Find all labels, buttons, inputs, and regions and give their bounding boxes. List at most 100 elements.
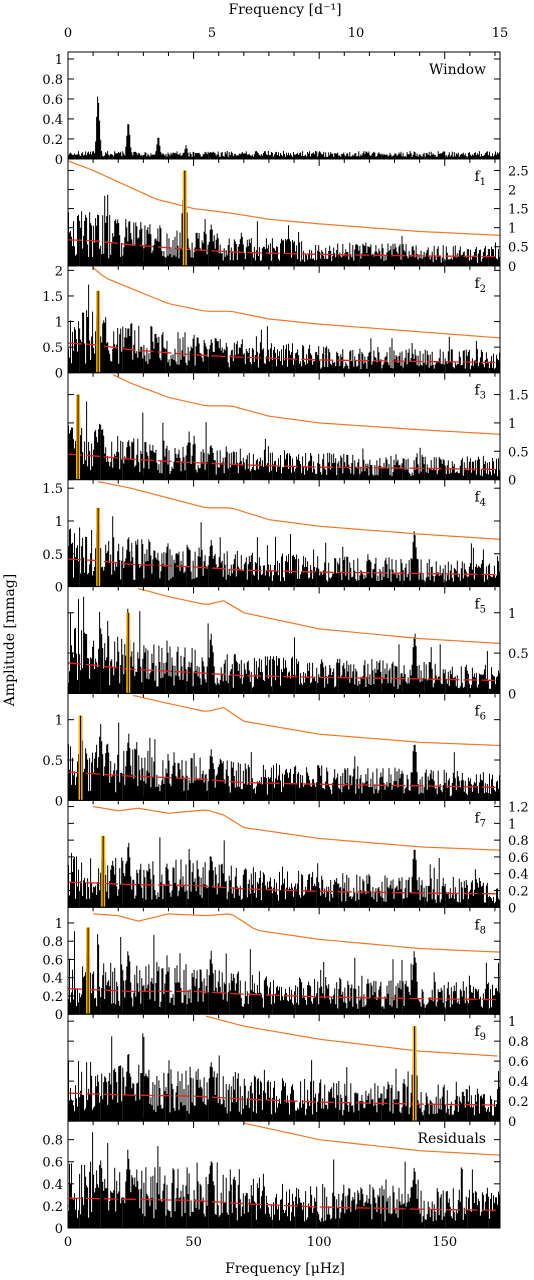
significance-threshold-curve bbox=[93, 806, 501, 851]
panel-label: f6 bbox=[474, 703, 486, 722]
y-tick-label: 0.5 bbox=[42, 341, 63, 356]
y-tick-label: 0 bbox=[55, 153, 63, 168]
spectrum-trace bbox=[68, 399, 500, 480]
panel-label: f2 bbox=[474, 276, 486, 295]
significance-threshold-curve bbox=[112, 374, 501, 435]
y-tick-label: 2.5 bbox=[508, 164, 529, 179]
significance-threshold-curve bbox=[67, 160, 501, 236]
significance-threshold-curve bbox=[133, 694, 501, 747]
noise-level-curve bbox=[67, 1197, 500, 1211]
panel-label: f9 bbox=[474, 1024, 486, 1043]
panel-label: f5 bbox=[474, 597, 486, 616]
y-tick-label: 1 bbox=[508, 1015, 516, 1030]
top-axis-tick-label: 0 bbox=[64, 26, 72, 41]
significance-threshold-curve bbox=[92, 267, 501, 339]
bottom-axis-title: Frequency [μHz] bbox=[225, 1261, 345, 1277]
y-tick-label: 0.6 bbox=[508, 851, 529, 866]
panel-label: Residuals bbox=[418, 1131, 486, 1147]
y-tick-label: 0.5 bbox=[508, 647, 529, 662]
top-axis-tick-label: 10 bbox=[348, 26, 365, 41]
panels-group: 0 5 10 150 50 100 15000.20.40.60.81Window00.51… bbox=[42, 26, 528, 1250]
panel-f5: 0 0.5 1 f5 bbox=[67, 586, 529, 702]
significance-threshold-curve bbox=[97, 481, 501, 540]
y-tick-label: 0.6 bbox=[42, 1156, 63, 1171]
panel-label-subscript: 9 bbox=[480, 1032, 486, 1043]
spectrum-trace bbox=[68, 96, 500, 159]
y-tick-label: 1 bbox=[508, 817, 516, 832]
noise-level-curve bbox=[67, 342, 501, 364]
panel-label-subscript: 6 bbox=[480, 711, 486, 722]
y-tick-label: 0.5 bbox=[508, 241, 529, 256]
spectrum-trace bbox=[68, 931, 500, 1015]
y-tick-label: 0.4 bbox=[42, 113, 63, 128]
noise-level-curve bbox=[67, 558, 500, 576]
panel-residuals: 0 0.2 0.4 0.6 0.8 Residuals bbox=[42, 1120, 501, 1237]
noise-level-curve bbox=[67, 1092, 501, 1106]
y-tick-label: 1 bbox=[508, 222, 516, 237]
top-axis-tick-label: 15 bbox=[492, 26, 509, 41]
y-tick-label: 0 bbox=[508, 687, 516, 702]
significance-threshold-curve bbox=[93, 913, 501, 953]
y-tick-label: 0.4 bbox=[508, 1075, 529, 1090]
top-axis-tick-label: 5 bbox=[208, 26, 216, 41]
panel-f2: 0 0.5 1 1.5 2 f2 bbox=[42, 264, 501, 382]
panel-label: f1 bbox=[474, 169, 486, 188]
noise-level-curve bbox=[67, 239, 501, 258]
panel-label: f4 bbox=[474, 490, 486, 509]
y-tick-label: 1.2 bbox=[508, 801, 529, 816]
y-tick-label: 0.5 bbox=[508, 445, 529, 460]
y-tick-label: 0 bbox=[55, 1008, 63, 1023]
y-tick-label: 0.2 bbox=[42, 990, 63, 1005]
panel-f7: 0 0.20.4 0.6 0.8 11.2 f7 bbox=[67, 799, 529, 916]
panel-label-subscript: 3 bbox=[480, 391, 486, 402]
y-tick-label: 0.2 bbox=[508, 884, 529, 899]
y-tick-label: 0.2 bbox=[42, 1200, 63, 1215]
panel-label-subscript: 7 bbox=[480, 818, 486, 829]
noise-level-curve bbox=[67, 881, 500, 895]
spectrum-trace bbox=[68, 284, 500, 373]
y-tick-label: 0.8 bbox=[508, 834, 529, 849]
significance-threshold-curve bbox=[205, 1015, 498, 1057]
panel-label: f8 bbox=[474, 917, 486, 936]
y-tick-label: 1 bbox=[55, 714, 63, 729]
y-tick-label: 1 bbox=[55, 917, 63, 932]
y-tick-label: 0.6 bbox=[42, 953, 63, 968]
significance-threshold-curve bbox=[243, 1122, 501, 1156]
panel-f8: 0 0.2 0.4 0.6 0.8 1 f8 bbox=[42, 906, 501, 1023]
bottom-axis-tick-label: 50 bbox=[185, 1235, 202, 1250]
panel-label: f3 bbox=[474, 383, 486, 402]
panel-label: Window bbox=[429, 62, 486, 78]
panel-frame bbox=[67, 1120, 501, 1229]
y-tick-label: 1 bbox=[55, 53, 63, 68]
y-tick-label: 0.6 bbox=[42, 93, 63, 108]
panel-f3: 0 0.5 1 1.5 f3 bbox=[67, 372, 529, 489]
y-tick-label: 0 bbox=[55, 794, 63, 809]
y-tick-label: 1 bbox=[55, 316, 63, 331]
panel-f6: 0 0.5 1 f6 bbox=[42, 692, 501, 809]
y-tick-label: 0.8 bbox=[508, 1035, 529, 1050]
panel-label: f7 bbox=[474, 810, 486, 829]
noise-level-curve bbox=[67, 453, 500, 471]
bottom-axis-tick-label: 0 bbox=[64, 1235, 72, 1250]
spectrum-trace bbox=[68, 717, 500, 801]
y-tick-label: 2 bbox=[55, 264, 63, 279]
y-tick-label: 1.5 bbox=[508, 203, 529, 218]
panel-label-subscript: 8 bbox=[480, 925, 486, 936]
panel-label-subscript: 1 bbox=[480, 177, 486, 188]
y-tick-label: 0 bbox=[55, 367, 63, 382]
panel-f1: 0 0.5 1 1.5 2 2.5 f1 bbox=[67, 158, 529, 275]
y-tick-label: 0 bbox=[508, 1115, 516, 1130]
y-tick-label: 1 bbox=[55, 515, 63, 530]
y-tick-label: 1.5 bbox=[42, 290, 63, 305]
spectrum-trace bbox=[68, 176, 500, 266]
noise-level-curve bbox=[67, 987, 501, 1001]
y-tick-label: 0 bbox=[508, 260, 516, 275]
bottom-axis-tick-label: 150 bbox=[432, 1235, 457, 1250]
y-tick-label: 0.4 bbox=[42, 972, 63, 987]
noise-level-curve bbox=[67, 771, 501, 789]
y-tick-label: 0.5 bbox=[42, 754, 63, 769]
bottom-axis-tick-label: 100 bbox=[307, 1235, 332, 1250]
y-tick-label: 0.2 bbox=[42, 133, 63, 148]
panel-label-subscript: 5 bbox=[480, 605, 486, 616]
